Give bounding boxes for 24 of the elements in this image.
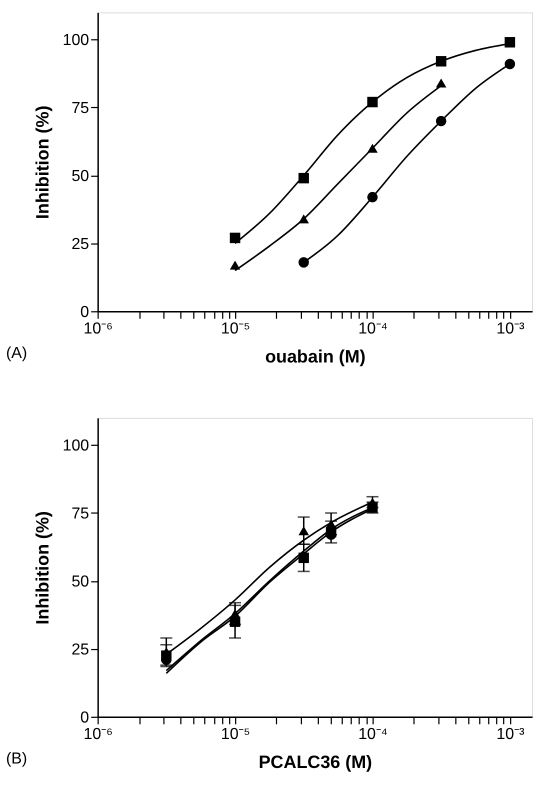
x-tick-label: 10⁻⁴ [358, 320, 388, 338]
y-tick-label: 50 [71, 573, 90, 590]
text: (A) [6, 345, 28, 362]
y-tick-label: 75 [71, 100, 90, 117]
y-tick-label: 0 [80, 304, 90, 321]
y-tick-label: 100 [62, 438, 90, 455]
y-tick-label: 75 [71, 505, 90, 522]
x-tick-label: 10⁻⁶ [83, 726, 113, 744]
y-tick-label: 100 [62, 32, 90, 50]
y-tick-label: 25 [71, 236, 90, 253]
x-tick-label: 10⁻⁵ [220, 726, 250, 744]
x-axis-title: PCALC36 (M) [258, 752, 372, 772]
text: (B) [6, 750, 28, 768]
x-tick-label: 10⁻³ [496, 320, 524, 338]
x-tick-label: 10⁻³ [496, 726, 524, 744]
x-tick-label: 10⁻⁶ [83, 320, 113, 338]
y-tick-label: 25 [71, 641, 90, 658]
x-tick-label: 10⁻⁵ [220, 320, 250, 338]
x-tick-label: 10⁻⁴ [358, 726, 388, 744]
y-axis-title: Inhibition (%) [32, 511, 53, 625]
y-tick-label: 50 [71, 168, 90, 185]
x-axis-title: ouabain (M) [265, 346, 366, 367]
y-tick-label: 0 [80, 709, 90, 726]
y-axis-title: Inhibition (%) [32, 106, 53, 220]
